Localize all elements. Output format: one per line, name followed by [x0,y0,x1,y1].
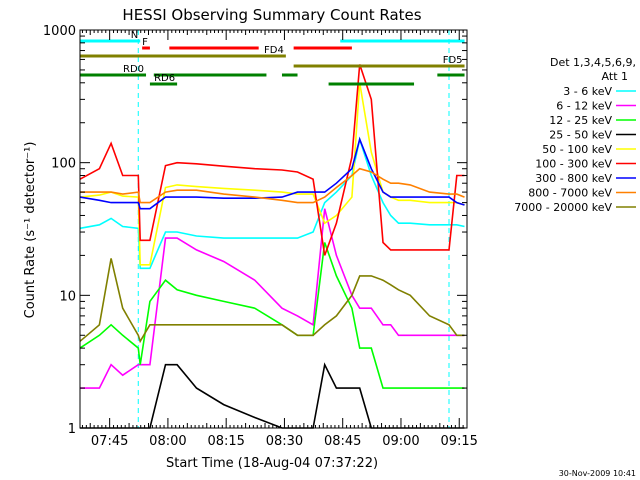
plot-frame [79,29,468,429]
legend-label-4: 25 - 50 keV [549,129,612,142]
x-tick-label: 08:15 [207,434,244,449]
y-tick-label: 10 [59,289,76,304]
x-tick-label: 07:45 [91,434,128,449]
y-axis-ticks: 1 10 100 1000 [43,24,467,437]
legend-label-8: 800 - 7000 keV [528,187,612,200]
x-axis-label: Start Time (18-Aug-04 07:37:22) [166,456,378,471]
legend-label-9: 7000 - 20000 keV [514,201,612,214]
y-tick-label: 1 [68,422,76,437]
legend-label-1: 3 - 6 keV [563,85,612,98]
legend-title-line-1: Det 1,3,4,5,6,9, [550,56,636,69]
state-label-f: F [142,37,148,48]
legend-title-line-2: Att 1 [602,70,628,83]
series-line-1 [79,136,465,270]
x-tick-label: 08:45 [324,434,361,449]
series-line-6 [79,64,465,256]
state-label-rd0: RD0 [123,64,144,75]
x-tick-label: 08:30 [266,434,303,449]
series-line-3 [79,242,465,389]
x-axis-ticks: 07:45 08:00 08:15 08:30 08:45 09:00 09:15 [81,30,478,449]
timestamp: 30-Nov-2009 10:41 [559,469,636,478]
legend: Det 1,3,4,5,6,9, Att 1 3 - 6 keV 6 - 12 k… [514,56,636,214]
legend-label-3: 12 - 25 keV [549,114,612,127]
y-tick-label: 100 [51,157,76,172]
state-label-rd6: RD6 [154,73,175,84]
legend-label-5: 50 - 100 keV [542,143,612,156]
series-line-2 [80,208,465,389]
legend-label-6: 100 - 300 keV [535,158,612,171]
y-axis-label: Count Rate (s⁻¹ detector⁻¹) [23,142,38,319]
series-line-9 [79,258,465,344]
plot-area: NF FD4 FD5 RD0 RD6 [79,30,465,429]
state-label-fd4: FD4 [264,45,284,56]
legend-label-2: 6 - 12 keV [556,100,612,113]
legend-label-7: 300 - 800 keV [535,172,612,185]
state-label-fd5: FD5 [443,55,463,66]
x-tick-label: 09:15 [440,434,477,449]
state-label-n: N [131,30,138,41]
x-tick-label: 09:00 [382,434,419,449]
y-tick-label: 1000 [43,24,76,39]
x-tick-label: 08:00 [149,434,186,449]
series-line-4 [80,362,465,429]
chart-title: HESSI Observing Summary Count Rates [122,6,421,24]
series-line-7 [79,136,465,210]
series-line-8 [80,167,465,204]
